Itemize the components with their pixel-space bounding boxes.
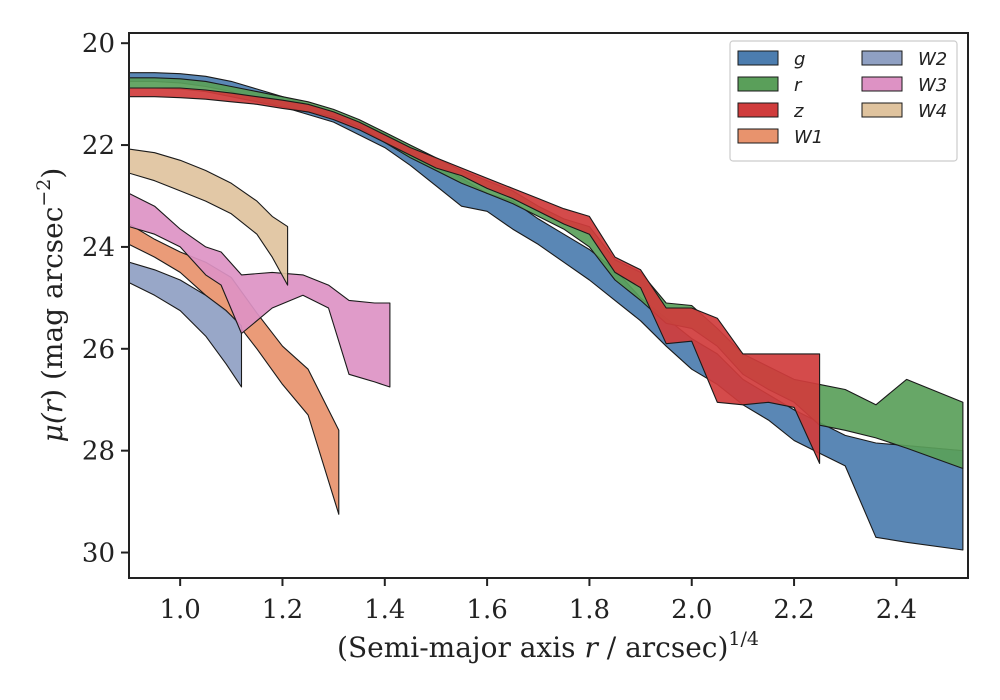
y-tick-label: 20: [82, 29, 115, 59]
legend-swatch-W1: [737, 128, 779, 144]
x-tick-label: 1.4: [364, 595, 405, 625]
x-tick-label: 1.0: [159, 595, 200, 625]
legend-label-g: g: [794, 49, 805, 70]
axes-frame: [128, 32, 969, 579]
legend-swatch-W3: [861, 76, 903, 92]
y-tick-label: 22: [82, 131, 115, 161]
legend-swatch-z: [737, 102, 779, 118]
legend: grz W1 W2 W3 W4: [729, 40, 958, 162]
plot-area: [129, 72, 964, 551]
legend-frame: [729, 40, 958, 162]
legend-label-W3: W3: [918, 75, 947, 96]
legend-swatch-W2: [861, 50, 903, 66]
legend-swatch-r: [737, 76, 779, 92]
x-tick-label: 1.6: [466, 595, 507, 625]
band-W3: [129, 192, 391, 388]
x-tick-label: 1.2: [262, 595, 303, 625]
y-axis-label: μ(r) (mag arcsec−2): [33, 168, 69, 443]
band-z: [129, 87, 821, 464]
x-tick-label: 1.8: [569, 595, 610, 625]
y-axis: 20 22 24 26 28 30: [82, 29, 129, 569]
band-W4: [129, 148, 289, 286]
x-axis-label: (Semi-major axis r / arcsec)1/4: [337, 628, 759, 664]
legend-label-W1: W1: [794, 127, 823, 148]
y-tick-label: 28: [82, 437, 115, 467]
legend-label-r: r: [794, 75, 803, 96]
y-tick-label: 24: [82, 233, 115, 263]
legend-label-W2: W2: [918, 49, 947, 70]
x-tick-label: 2.2: [773, 595, 814, 625]
x-axis: 1.0 1.2 1.4 1.6 1.8 2.0 2.2 2.4: [159, 578, 917, 625]
band-W2: [129, 261, 243, 388]
x-tick-label: 2.0: [671, 595, 712, 625]
y-tick-label: 26: [82, 335, 115, 365]
legend-swatch-g: [737, 50, 779, 66]
legend-swatch-W4: [861, 102, 903, 118]
y-tick-label: 30: [82, 539, 115, 569]
legend-label-z: z: [793, 101, 804, 122]
x-tick-label: 2.4: [876, 595, 917, 625]
legend-label-W4: W4: [918, 101, 947, 122]
